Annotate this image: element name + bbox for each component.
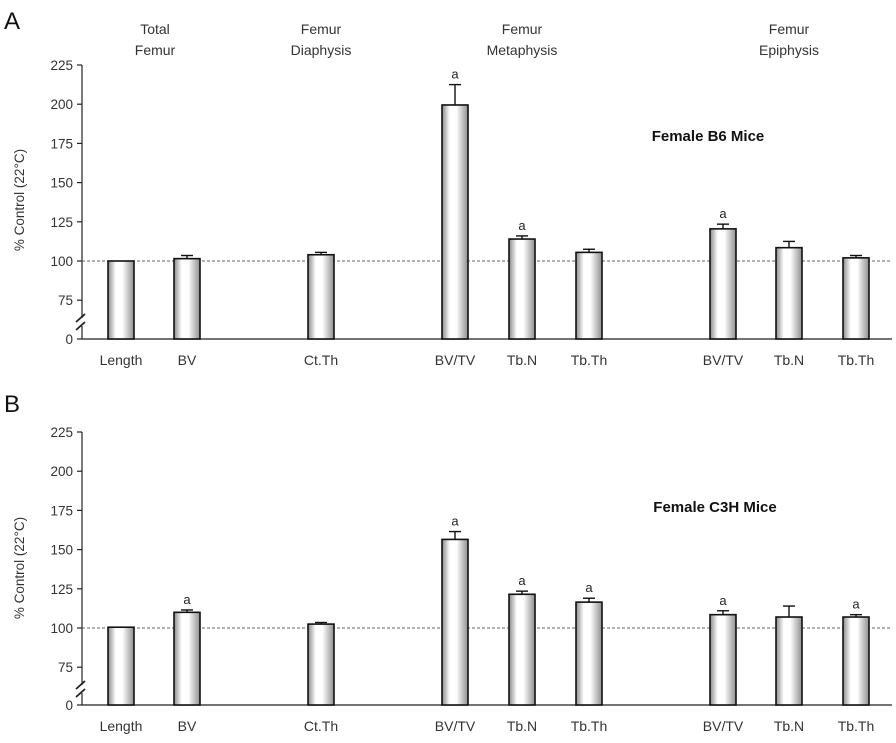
y-tick-label: 100 (50, 621, 73, 636)
x-tick-label: Tb.Th (571, 352, 608, 368)
y-axis-label: % Control (22°C) (12, 149, 27, 251)
y-axis-label: % Control (22°C) (12, 517, 27, 619)
bar (508, 238, 536, 340)
x-tick-label: BV (178, 718, 197, 734)
panel-letter: A (4, 8, 20, 35)
y-tick-label: 175 (50, 136, 73, 151)
bar (107, 260, 135, 340)
group-label: Epiphysis (759, 42, 819, 58)
significance-label: a (585, 580, 593, 595)
y-tick-label: 225 (50, 425, 73, 440)
y-tick-label: 0 (65, 698, 73, 713)
group-label: Diaphysis (291, 42, 352, 58)
bar (173, 611, 201, 706)
significance-label: a (183, 592, 191, 607)
axis-break-mark (75, 688, 86, 698)
axis-break-mark (75, 313, 86, 323)
bar (508, 593, 536, 706)
x-tick-label: BV/TV (703, 718, 744, 734)
y-tick-label: 125 (50, 215, 73, 230)
group-label: Femur (502, 21, 543, 37)
significance-label: a (451, 67, 459, 82)
bar (842, 257, 870, 340)
bar (307, 253, 335, 340)
x-tick-label: Length (100, 352, 143, 368)
y-tick-label: 150 (50, 176, 73, 191)
group-label: Femur (301, 21, 342, 37)
significance-label: a (719, 206, 727, 221)
x-tick-label: BV/TV (703, 352, 744, 368)
axis-break-mark (75, 321, 86, 331)
significance-label: a (518, 573, 526, 588)
y-tick-label: 225 (50, 58, 73, 73)
x-tick-label: BV/TV (435, 718, 476, 734)
x-tick-label: Tb.Th (838, 718, 875, 734)
group-label: Femur (135, 42, 176, 58)
bar (775, 616, 803, 706)
x-tick-label: Tb.N (507, 352, 537, 368)
panel-letter: B (4, 391, 20, 418)
bar (107, 626, 135, 706)
bar (842, 616, 870, 706)
bar (173, 257, 201, 340)
bar (709, 228, 737, 340)
group-label: Total (140, 21, 170, 37)
strain-label: Female B6 Mice (652, 128, 765, 145)
bar (709, 613, 737, 706)
x-tick-label: Tb.N (774, 352, 804, 368)
x-tick-label: BV/TV (435, 352, 476, 368)
x-tick-label: Tb.Th (838, 352, 875, 368)
y-tick-label: 75 (58, 660, 73, 675)
bar (775, 246, 803, 340)
x-tick-label: BV (178, 352, 197, 368)
x-tick-label: Ct.Th (304, 718, 338, 734)
y-tick-label: 125 (50, 582, 73, 597)
group-label: Femur (769, 21, 810, 37)
significance-label: a (719, 593, 727, 608)
bar (441, 104, 469, 340)
y-tick-label: 150 (50, 543, 73, 558)
x-tick-label: Tb.N (507, 718, 537, 734)
bar (441, 538, 469, 706)
significance-label: a (451, 514, 459, 529)
x-tick-label: Tb.Th (571, 718, 608, 734)
bar (575, 251, 603, 340)
axis-break-mark (75, 680, 86, 690)
significance-label: a (852, 597, 860, 612)
significance-label: a (518, 218, 526, 233)
y-tick-label: 175 (50, 503, 73, 518)
y-tick-label: 100 (50, 254, 73, 269)
bar (307, 623, 335, 706)
x-tick-label: Ct.Th (304, 352, 338, 368)
y-tick-label: 200 (50, 97, 73, 112)
y-tick-label: 200 (50, 464, 73, 479)
x-tick-label: Length (100, 718, 143, 734)
y-tick-label: 0 (65, 332, 73, 347)
x-tick-label: Tb.N (774, 718, 804, 734)
y-tick-label: 75 (58, 293, 73, 308)
group-label: Metaphysis (487, 42, 558, 58)
strain-label: Female C3H Mice (653, 499, 776, 516)
bar (575, 601, 603, 706)
